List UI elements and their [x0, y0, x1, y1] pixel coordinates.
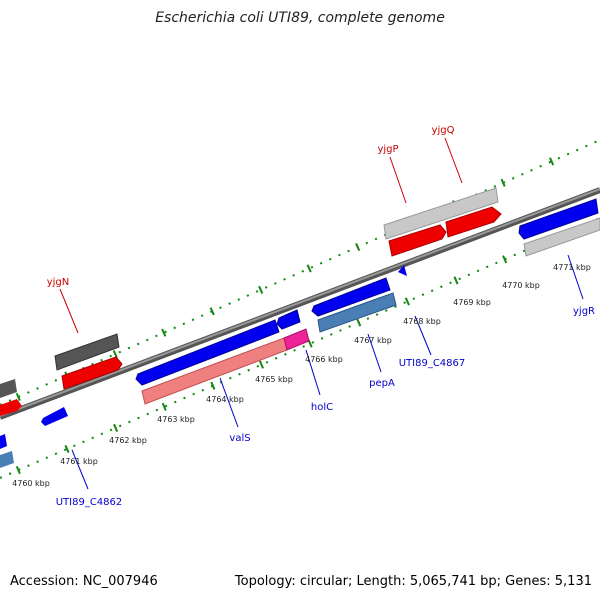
- scale-label: 4763 kbp: [157, 415, 195, 424]
- inner-tick-row: [0, 217, 600, 479]
- gene-label-yjgR: yjgR: [567, 254, 595, 317]
- label-valS: valS: [229, 433, 250, 444]
- gene-yjgN-gray[interactable]: [54, 333, 120, 371]
- gene-yjgP[interactable]: [388, 224, 447, 257]
- gene-yjgR-gray[interactable]: [523, 217, 600, 257]
- genome-summary-text: Topology: circular; Length: 5,065,741 bp…: [234, 574, 592, 589]
- major-tick: [64, 444, 70, 454]
- gene-label-holC: holC: [305, 349, 333, 413]
- major-tick: [356, 318, 362, 327]
- scale-label: 4760 kbp: [12, 479, 50, 488]
- scale-label: 4768 kbp: [403, 317, 441, 326]
- gene-holC-upper[interactable]: [276, 309, 301, 330]
- forward-strand-genes: [0, 187, 502, 416]
- genome-axis: [0, 187, 600, 420]
- major-tick: [306, 264, 312, 273]
- major-tick: [404, 297, 410, 306]
- reverse-strand-genes: [0, 198, 600, 468]
- gene-yjgQ-gray[interactable]: [383, 187, 499, 240]
- map-title: Escherichia coli UTI89, complete genome: [155, 10, 445, 26]
- gene-holC[interactable]: [283, 328, 310, 351]
- gene-label-pepA: pepA: [367, 333, 395, 389]
- scale-label: 4766 kbp: [305, 355, 343, 364]
- gene-label-valS: valS: [219, 377, 251, 444]
- scale-label: 4762 kbp: [109, 436, 147, 445]
- major-tick: [549, 157, 555, 166]
- major-tick: [355, 242, 361, 252]
- scale-label: 4761 kbp: [60, 457, 98, 466]
- gene-label-UTI89_C4862: UTI89_C4862: [56, 449, 123, 508]
- label-UTI89_C4862: UTI89_C4862: [56, 497, 123, 508]
- major-tick: [161, 328, 167, 337]
- gene-left-gray[interactable]: [0, 379, 17, 398]
- label-yjgN: yjgN: [47, 277, 70, 288]
- gene-UTI89_C4866[interactable]: [518, 198, 599, 240]
- gene-label-UTI89_C4867: UTI89_C4867: [399, 315, 466, 369]
- major-tick: [15, 465, 21, 475]
- label-yjgR: yjgR: [573, 306, 595, 317]
- major-tick: [113, 423, 119, 432]
- gene-pepA[interactable]: [317, 292, 397, 333]
- gene-left-red[interactable]: [0, 399, 22, 416]
- major-tick: [112, 350, 118, 359]
- label-holC: holC: [311, 402, 333, 413]
- gene-pepA-upper[interactable]: [311, 277, 391, 317]
- gene-left-blue[interactable]: [0, 434, 7, 449]
- label-yjgQ: yjgQ: [432, 125, 455, 136]
- gene-label-yjgP: yjgP: [377, 144, 407, 204]
- gene-yjgQ[interactable]: [445, 206, 502, 238]
- major-tick: [209, 307, 215, 316]
- gene-UTI89_C4862-upper[interactable]: [41, 407, 68, 426]
- scale-label: 4765 kbp: [255, 375, 293, 384]
- gene-UTI89_C4867[interactable]: [398, 265, 407, 276]
- major-tick: [15, 392, 21, 401]
- scale-label: 4771 kbp: [553, 263, 591, 272]
- scale-label: 4764 kbp: [206, 395, 244, 404]
- major-tick: [453, 276, 459, 285]
- gene-label-yjgQ: yjgQ: [432, 125, 463, 184]
- label-UTI89_C4867: UTI89_C4867: [399, 358, 466, 369]
- accession-text: Accession: NC_007946: [10, 574, 158, 589]
- gene-yjgN[interactable]: [61, 356, 123, 390]
- major-tick: [258, 285, 264, 294]
- gene-left-steel[interactable]: [0, 451, 14, 468]
- label-pepA: pepA: [369, 378, 395, 389]
- major-tick: [161, 402, 167, 411]
- gene-valS-upper[interactable]: [135, 319, 280, 386]
- outer-tick-row: [0, 139, 600, 406]
- major-tick: [502, 255, 508, 264]
- scale-label: 4767 kbp: [354, 336, 392, 345]
- gene-label-yjgN: yjgN: [47, 277, 79, 334]
- label-yjgP: yjgP: [377, 144, 398, 155]
- major-tick: [258, 360, 265, 369]
- scale-label: 4769 kbp: [453, 298, 491, 307]
- inner-major-ticks: [15, 234, 556, 475]
- major-tick: [500, 178, 506, 187]
- scale-labels: 4760 kbp 4761 kbp 4762 kbp 4763 kbp 4764…: [12, 263, 591, 488]
- major-tick: [210, 381, 216, 390]
- scale-label: 4770 kbp: [502, 281, 540, 290]
